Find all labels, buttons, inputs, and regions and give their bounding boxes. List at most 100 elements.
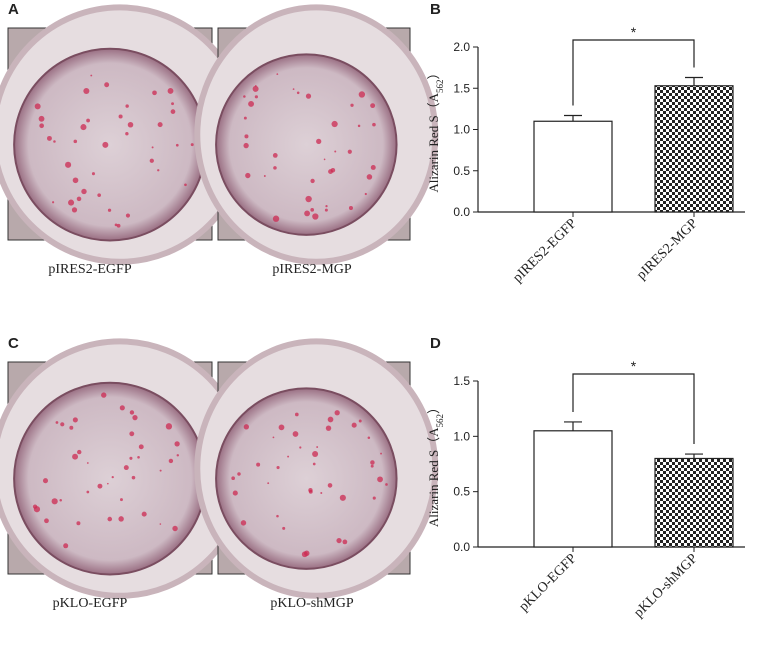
stain-dot [120,498,123,502]
stain-dot [81,188,87,195]
stain-dot [125,104,129,108]
stain-dot [252,85,259,92]
stain-dot [292,88,295,91]
stain-dot [118,516,124,522]
stain-dot [119,405,125,411]
stain-dot [86,490,90,494]
y-tick-label: 2.0 [453,40,470,54]
significance-bracket [572,39,695,106]
photo-label: pIRES2-MGP [272,262,352,277]
y-axis-label-part: 562 [435,414,445,428]
stain-dot [282,526,286,530]
stain-dot [243,116,247,120]
stain-dot [256,462,261,467]
y-axis-label-part: ） [426,66,441,79]
stain-dot [172,525,178,532]
stain-dot [114,223,118,227]
stain-dot [334,150,337,153]
stain-dot [243,95,246,98]
dish [13,381,207,576]
stain-dot [267,482,270,485]
stain-dot [272,436,275,439]
stain-dot [324,208,328,212]
stain-dot [168,458,174,464]
stain-dot [65,161,72,168]
y-tick-label: 1.5 [453,81,470,95]
stain-dot [232,490,238,496]
stain-dot [325,425,332,431]
significance-bracket [572,373,695,445]
stain-dot [60,422,65,427]
stain-dot [39,123,44,129]
stain-dot [76,196,82,202]
stain-dot [102,141,109,148]
x-tick-label: pKLO-shMGP [631,551,701,621]
stain-dot [176,454,180,457]
stain-dot [304,210,311,217]
stain-dot [174,441,180,447]
significance-label: * [631,358,637,374]
stain-dot [68,199,75,206]
stain-dot [237,472,241,476]
panel-letter: C [8,335,19,352]
stain-dot [123,465,129,471]
stain-dot [312,462,316,466]
stain-dot [350,103,354,107]
bar [533,430,613,548]
stain-dot [358,419,362,423]
stain-dot [278,424,285,431]
stain-dot [76,521,81,526]
stain-dot [83,87,90,94]
stain-dot [129,456,133,460]
panel-letter: B [430,1,441,18]
stain-dot [273,166,277,170]
stain-dot [316,138,322,144]
y-axis-label-part: Alizarin Red S（A [426,427,441,527]
stain-dot [327,483,333,488]
stain-dot [59,499,62,502]
stain-dot [316,446,319,449]
stain-dot [276,514,279,518]
stain-dot [287,455,290,458]
panel-letter: D [430,335,441,352]
stain-dot [46,135,52,141]
stain-dot [125,132,129,136]
stain-dot [175,143,179,147]
stain-dot [107,208,112,212]
photo-label: pKLO-EGFP [53,596,128,611]
stain-dot [101,392,107,398]
dish [215,53,398,236]
error-bar [564,421,582,431]
stain-dot [312,213,319,220]
stain-dot [263,175,266,177]
stain-dot [157,169,160,172]
stain-dot [131,475,136,480]
stain-dot [159,523,162,525]
stain-dot [296,91,300,95]
stain-dot [245,172,251,179]
stain-dot [243,424,250,430]
stain-dot [312,451,319,458]
significance-label: * [631,24,637,40]
stain-dot [127,121,134,128]
stain-dot [86,462,89,464]
stain-dot [34,103,41,110]
x-tick-label: pKLO-EGFP [516,551,580,615]
stain-dot [90,74,93,77]
y-tick-label: 1.0 [453,429,470,443]
stain-dot [165,423,173,430]
stain-dot [52,201,55,204]
stain-dot [55,421,59,424]
stain-dot [276,73,279,76]
stain-dot [51,498,58,505]
stain-dot [129,410,135,415]
x-tick-label: pIRES2-MGP [634,216,701,283]
stain-dot [348,206,353,211]
stain-dot [380,452,382,455]
stain-dot [330,168,336,173]
stain-dot [231,476,235,481]
stain-dot [44,518,49,524]
stain-dot [107,482,109,485]
stain-dot [370,103,376,109]
